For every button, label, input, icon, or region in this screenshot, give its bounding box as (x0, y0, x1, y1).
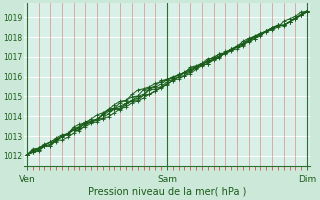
X-axis label: Pression niveau de la mer( hPa ): Pression niveau de la mer( hPa ) (88, 187, 246, 197)
